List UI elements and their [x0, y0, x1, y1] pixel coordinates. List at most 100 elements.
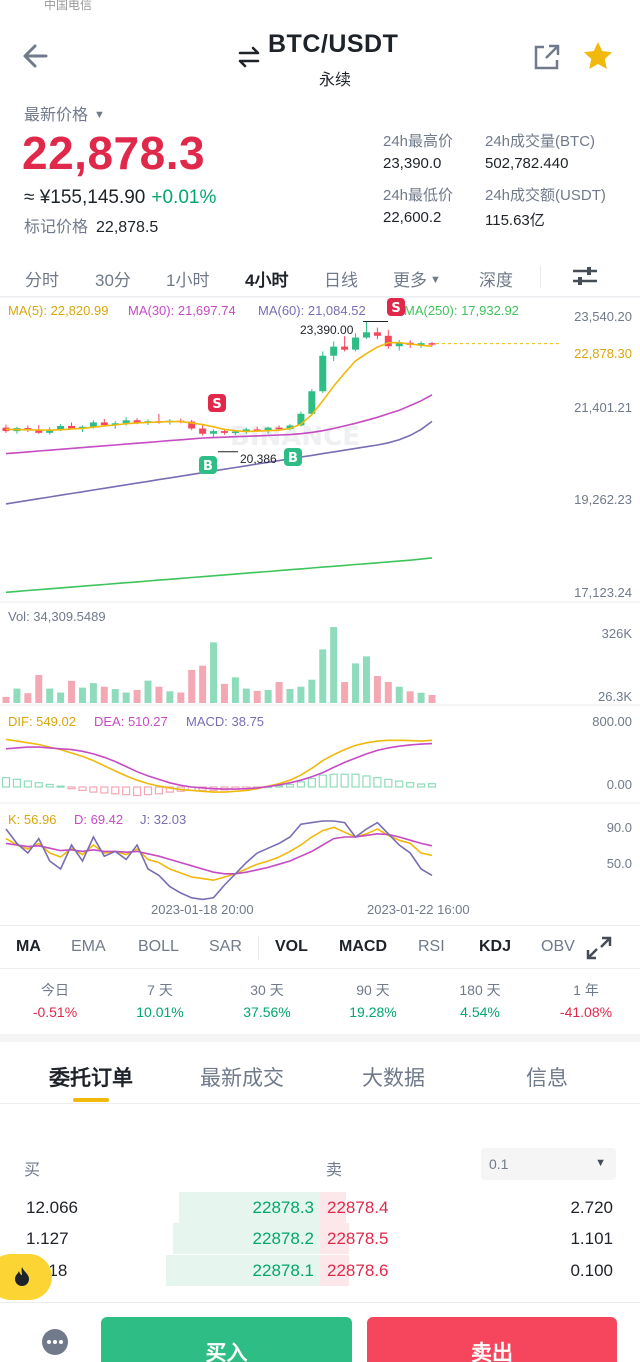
ask-price: 22878.6 — [327, 1261, 389, 1280]
volume-bar — [330, 627, 338, 703]
candle-body — [373, 332, 381, 336]
macd-histogram-bar — [132, 786, 142, 797]
depth-precision-select[interactable]: 0.1 ▼ — [481, 1148, 616, 1180]
macd-dif-legend: DIF: 549.02 — [8, 714, 76, 729]
candle-body — [2, 427, 10, 432]
macd-histogram-bar — [154, 786, 164, 795]
bid-price: 22878.3 — [252, 1198, 314, 1217]
pair-title[interactable]: BTC/USDT — [268, 30, 399, 58]
volume-bar — [111, 689, 119, 703]
volume-bar — [2, 696, 10, 703]
indicator-rsi[interactable]: RSI — [418, 938, 445, 955]
high-marker-label: 23,390.00 — [300, 323, 354, 337]
price-type-selector[interactable]: 最新价格 ▼ — [24, 101, 105, 125]
indicator-macd[interactable]: MACD — [339, 938, 387, 955]
macd-histogram-bar — [56, 785, 65, 788]
bid-depth-bar — [179, 1192, 320, 1223]
ma60-legend: MA(60): 21,084.52 — [258, 303, 366, 318]
orderbook-row[interactable]: 1.127 22878.2 22878.5 1.101 — [0, 1223, 640, 1254]
status-bar: 中国电信 — [0, 0, 640, 14]
macd-histogram-bar — [165, 786, 174, 793]
volume-bar — [428, 695, 436, 703]
kdj-j-legend: J: 32.03 — [140, 812, 187, 827]
timeframe-tab-1[interactable]: 分时 — [25, 271, 59, 290]
candle-body — [242, 429, 250, 432]
back-button[interactable] — [18, 38, 54, 74]
volume-bar — [373, 675, 381, 703]
volume-bar — [242, 688, 250, 703]
perf-value: 10.01% — [136, 1004, 184, 1020]
orderbook-row[interactable]: 0.118 22878.1 22878.6 0.100 — [0, 1255, 640, 1286]
macd-histogram-bar — [416, 783, 426, 788]
timeframe-tab-4[interactable]: 4小时 — [245, 271, 289, 290]
volume-bar — [264, 689, 272, 703]
timeframe-tab-5[interactable]: 日线 — [324, 271, 358, 290]
swap-pair-icon[interactable] — [236, 46, 262, 68]
more-icon[interactable] — [42, 1329, 68, 1355]
macd-histogram-bar — [362, 775, 371, 788]
cny-price: ≈ ¥155,145.90 — [24, 187, 146, 208]
fullscreen-button[interactable] — [584, 934, 614, 962]
buy-button[interactable]: 买入 — [101, 1317, 352, 1362]
caret-down-icon: ▼ — [595, 1157, 606, 1169]
macd-histogram-bar — [89, 786, 98, 793]
indicator-bar: MA EMA BOLL SAR VOL MACD RSI KDJ OBV — [0, 925, 640, 969]
orderbook-row[interactable]: 12.066 22878.3 22878.4 2.720 — [0, 1192, 640, 1223]
candle-body — [341, 346, 349, 350]
tab-info[interactable]: 信息 — [526, 1067, 568, 1090]
indicator-boll[interactable]: BOLL — [138, 938, 179, 955]
indicator-vol[interactable]: VOL — [275, 938, 308, 955]
stat-vol-btc-label: 24h成交量(BTC) — [485, 133, 596, 150]
macd-histogram-bar — [318, 774, 327, 788]
timeframe-tab-3[interactable]: 1小时 — [166, 271, 210, 290]
perf-90d: 90 天 19.28% — [320, 980, 426, 1020]
perf-180d: 180 天 4.54% — [427, 980, 533, 1020]
indicator-sar[interactable]: SAR — [209, 938, 242, 955]
macd-histogram-bar — [427, 783, 437, 788]
tab-recent-trades[interactable]: 最新成交 — [200, 1067, 284, 1090]
time-axis-label: 2023-01-22 16:00 — [367, 902, 470, 917]
macd-histogram-bar — [12, 778, 22, 788]
volume-bar — [199, 665, 207, 703]
candle-body — [330, 346, 338, 356]
timeframe-bar: 分时 30分 1小时 4小时 日线 更多 ▼ 深度 — [0, 256, 640, 296]
depth-tab[interactable]: 深度 — [479, 271, 513, 290]
indicator-ma[interactable]: MA — [16, 938, 41, 955]
timeframe-more[interactable]: 更多 ▼ — [393, 266, 441, 291]
candle-body — [122, 420, 130, 424]
volume-bar — [417, 692, 425, 703]
bid-price: 22878.2 — [252, 1229, 314, 1248]
ask-quantity: 0.100 — [570, 1261, 613, 1280]
bid-depth-bar — [172, 1223, 320, 1254]
header: BTC/USDT 永续 — [0, 24, 640, 94]
indicator-obv[interactable]: OBV — [541, 938, 575, 955]
chart-settings-button[interactable] — [570, 264, 600, 290]
indicator-kdj[interactable]: KDJ — [479, 938, 512, 955]
tab-big-data[interactable]: 大数据 — [362, 1067, 425, 1090]
quick-action-button[interactable] — [0, 1254, 52, 1300]
candle-body — [111, 423, 119, 426]
macd-histogram-bar — [406, 782, 415, 788]
volume-bar — [133, 689, 141, 703]
perf-1y: 1 年 -41.08% — [533, 980, 639, 1020]
indicator-ema[interactable]: EMA — [71, 938, 106, 955]
share-button[interactable] — [532, 42, 562, 72]
candle-body — [297, 413, 305, 426]
stat-low-value: 22,600.2 — [383, 209, 442, 226]
tab-order-book[interactable]: 委托订单 — [49, 1067, 133, 1090]
timeframe-tab-2[interactable]: 30分 — [95, 271, 131, 290]
macd-histogram-bar — [395, 780, 404, 788]
low-marker-label: 20,386 — [240, 452, 277, 466]
volume-bar — [275, 682, 283, 703]
perf-value: 19.28% — [349, 1004, 397, 1020]
volume-bar — [144, 680, 152, 703]
performance-row: 今日 -0.51% 7 天 10.01% 30 天 37.56% 90 天 19.28%… — [0, 976, 640, 1026]
stat-high: 24h最高价 23,390.0 — [383, 130, 453, 172]
buy-signal-marker — [199, 456, 217, 474]
sell-button[interactable]: 卖出 — [367, 1317, 617, 1362]
back-arrow-icon — [23, 44, 48, 68]
favorite-button[interactable] — [582, 40, 614, 72]
candle-body — [428, 343, 436, 345]
candle-body — [362, 332, 370, 338]
